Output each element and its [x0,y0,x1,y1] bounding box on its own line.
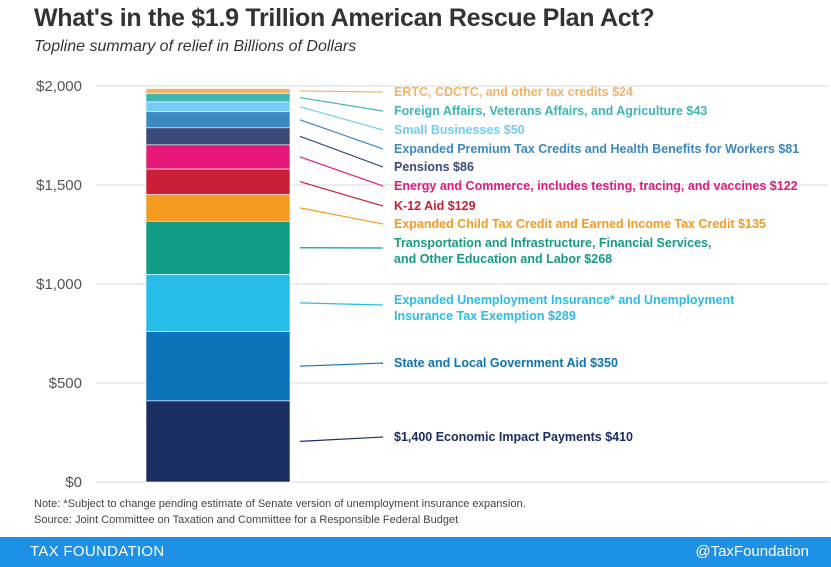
y-tick-label: $0 [65,474,82,491]
bar-segment [145,220,291,275]
segment-label: Expanded Child Tax Credit and Earned Inc… [394,217,766,231]
bar-segment [145,111,291,129]
bar-segment [145,144,291,170]
chart-subtitle: Topline summary of relief in Billions of… [34,38,357,55]
segment-label: K-12 Aid $129 [394,199,476,213]
bar-segment [145,101,291,113]
stacked-bar-chart: $0 $500 $1,000 $1,500 $2,000 $1,400 Economic … [36,78,828,491]
y-tick-label: $1,000 [36,276,82,293]
leader-line [299,119,384,150]
segment-label: Small Businesses $50 [394,123,525,137]
bar-segment [145,273,291,332]
chart-title: What's in the $1.9 Trillion American Res… [34,4,655,32]
segment-label: State and Local Government Aid $350 [394,356,618,370]
leader-line [299,156,384,187]
segment-label: Foreign Affairs, Veterans Affairs, and A… [394,104,707,118]
leader-line [299,106,384,131]
bar-segment [145,88,291,94]
footer-handle[interactable]: @TaxFoundation [695,543,809,560]
bar-segment [145,93,291,103]
footer-brand[interactable]: TAX FOUNDATION [30,543,165,560]
y-tick-label: $1,500 [36,177,82,194]
leader-line [299,90,384,93]
leader-line [299,181,384,207]
leader-line [299,302,384,306]
leader-line [299,96,384,112]
note-text: Note: *Subject to change pending estimat… [34,498,526,510]
segment-label: Transportation and Infrastructure, Finan… [394,236,711,266]
bar-segment [145,127,291,146]
y-tick-label: $2,000 [36,78,82,95]
bar-segment [145,168,291,195]
segment-label: Pensions $86 [394,160,474,174]
footer-bar: TAX FOUNDATION @TaxFoundation [0,537,831,567]
leader-line [299,135,384,168]
segment-label: Expanded Premium Tax Credits and Health … [394,142,799,156]
y-tick-label: $500 [49,375,82,392]
segment-label: ERTC, CDCTC, and other tax credits $24 [394,85,633,99]
segment-label: Energy and Commerce, includes testing, t… [394,179,798,193]
bar-segment [145,194,291,222]
segment-label: Expanded Unemployment Insurance* and Une… [394,293,735,323]
segment-label: $1,400 Economic Impact Payments $410 [394,430,633,444]
chart-notes: Note: *Subject to change pending estimat… [34,496,526,528]
leader-line [299,207,384,225]
leader-line [299,362,384,367]
bar-segment [145,331,291,402]
source-text: Source: Joint Committee on Taxation and … [34,514,459,526]
bar-segment [145,400,291,483]
leader-line [299,436,384,443]
